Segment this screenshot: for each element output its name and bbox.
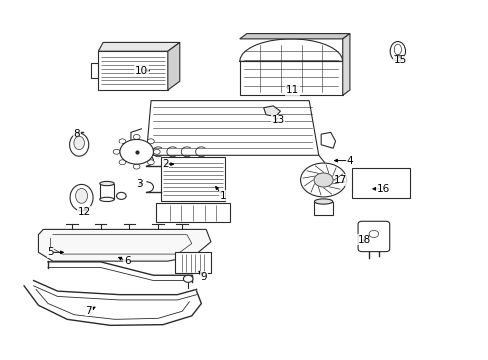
Bar (156, 203, 230, 222)
Polygon shape (98, 42, 180, 51)
Polygon shape (239, 39, 342, 62)
Text: 3: 3 (136, 179, 142, 189)
Circle shape (153, 149, 160, 154)
Polygon shape (91, 63, 98, 78)
Ellipse shape (100, 181, 114, 186)
Ellipse shape (393, 44, 401, 55)
Text: 18: 18 (357, 235, 370, 245)
Text: 11: 11 (285, 85, 299, 95)
Text: 7: 7 (85, 306, 92, 315)
Circle shape (113, 149, 120, 154)
Ellipse shape (389, 41, 405, 61)
Text: 15: 15 (393, 55, 406, 65)
Circle shape (133, 135, 140, 139)
Ellipse shape (76, 189, 87, 203)
Circle shape (183, 275, 193, 282)
Circle shape (119, 160, 125, 165)
Polygon shape (263, 106, 280, 117)
Text: 2: 2 (162, 159, 168, 169)
Bar (160, 157, 225, 201)
Text: 17: 17 (333, 175, 346, 185)
Text: 13: 13 (271, 115, 284, 125)
Ellipse shape (100, 197, 114, 202)
Text: 5: 5 (47, 247, 54, 257)
Polygon shape (321, 132, 335, 148)
Text: 16: 16 (376, 184, 389, 194)
Text: 6: 6 (123, 256, 130, 266)
Bar (100, 184, 114, 199)
Ellipse shape (314, 199, 332, 204)
Text: 10: 10 (135, 66, 148, 76)
Text: 14: 14 (120, 143, 133, 153)
Bar (98, 51, 167, 90)
Bar (314, 202, 332, 215)
Circle shape (300, 163, 346, 197)
Circle shape (133, 164, 140, 169)
Circle shape (120, 139, 153, 164)
Polygon shape (239, 33, 349, 39)
Text: 12: 12 (77, 207, 90, 217)
Circle shape (313, 173, 332, 187)
Text: 4: 4 (346, 156, 352, 166)
Bar (351, 168, 409, 198)
FancyBboxPatch shape (357, 221, 389, 252)
Ellipse shape (74, 136, 84, 150)
Text: 8: 8 (73, 129, 80, 139)
Bar (239, 62, 342, 95)
Text: 1: 1 (219, 191, 226, 201)
Bar (175, 252, 210, 274)
Polygon shape (39, 229, 210, 261)
Circle shape (368, 230, 378, 238)
Polygon shape (146, 100, 318, 155)
Ellipse shape (70, 184, 93, 211)
Polygon shape (167, 42, 180, 90)
Circle shape (119, 139, 125, 144)
Circle shape (116, 192, 126, 199)
Text: 9: 9 (200, 272, 206, 282)
Polygon shape (342, 33, 349, 95)
Ellipse shape (69, 133, 89, 156)
Circle shape (147, 160, 154, 165)
Circle shape (147, 139, 154, 144)
